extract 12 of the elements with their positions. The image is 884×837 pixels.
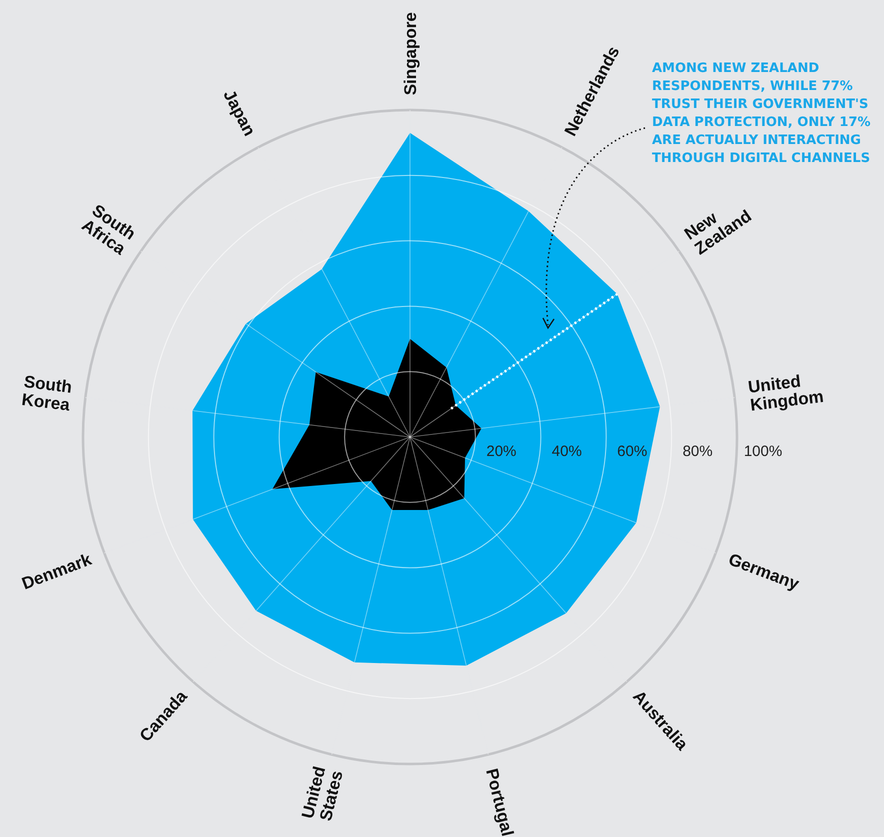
text: AMONG NEW ZEALAND RESPONDENTS, WHILE 77% TRUST THEIR GOVERNMENT'S DATA PROTECTION, ONLY 17% ARE ACTUALLY INTERACTING THROUGH DIGITAL CHANNELS xyxy=(652,61,871,166)
spoke-label: Portugal xyxy=(482,766,518,837)
spoke-label: Singapore xyxy=(401,12,420,96)
y-tick-label: 40% xyxy=(552,443,582,460)
spoke-label: Japan xyxy=(220,86,260,140)
y-tick-label: 60% xyxy=(617,443,648,460)
y-tick-label: 20% xyxy=(486,443,516,460)
spoke-label: South Korea xyxy=(20,372,73,415)
spoke-label: United States xyxy=(298,764,347,823)
spoke-label: United Kingdom xyxy=(747,372,825,415)
y-tick-label: 80% xyxy=(682,443,713,460)
y-tick-label: 100% xyxy=(744,443,782,460)
